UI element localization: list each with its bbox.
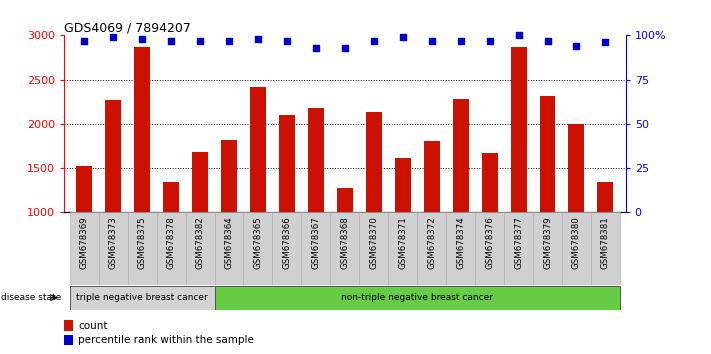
Point <box>397 34 408 40</box>
Bar <box>308 108 324 212</box>
Bar <box>99 212 128 285</box>
Point <box>455 38 466 44</box>
Text: GSM678371: GSM678371 <box>398 216 407 269</box>
Bar <box>221 140 237 212</box>
Point <box>542 38 553 44</box>
Point <box>599 40 611 45</box>
Text: GSM678365: GSM678365 <box>254 216 262 269</box>
Point <box>194 38 205 44</box>
Bar <box>562 212 591 285</box>
Text: GSM678372: GSM678372 <box>427 216 436 269</box>
Bar <box>597 182 614 212</box>
Bar <box>70 212 99 285</box>
Text: GSM678364: GSM678364 <box>225 216 233 269</box>
Text: GSM678370: GSM678370 <box>369 216 378 269</box>
Bar <box>533 212 562 285</box>
Point <box>282 38 293 44</box>
Bar <box>447 212 475 285</box>
Text: GSM678375: GSM678375 <box>138 216 146 269</box>
Bar <box>70 286 215 310</box>
Text: GSM678368: GSM678368 <box>341 216 349 269</box>
Bar <box>105 100 121 212</box>
Point <box>252 36 264 42</box>
Text: percentile rank within the sample: percentile rank within the sample <box>78 335 254 345</box>
Bar <box>156 212 186 285</box>
Bar <box>128 212 156 285</box>
Point <box>166 38 177 44</box>
Text: GSM678381: GSM678381 <box>601 216 610 269</box>
Bar <box>64 320 73 331</box>
Text: GDS4069 / 7894207: GDS4069 / 7894207 <box>64 21 191 34</box>
Bar <box>475 212 504 285</box>
Point <box>484 38 496 44</box>
Text: GSM678377: GSM678377 <box>514 216 523 269</box>
Bar <box>417 212 447 285</box>
Point <box>339 45 351 51</box>
Point <box>426 38 437 44</box>
Bar <box>540 96 555 212</box>
Bar <box>359 212 388 285</box>
Point <box>79 38 90 44</box>
Text: GSM678374: GSM678374 <box>456 216 465 269</box>
Text: GSM678376: GSM678376 <box>485 216 494 269</box>
Bar <box>215 212 243 285</box>
Point <box>571 43 582 49</box>
Bar <box>453 99 469 212</box>
Text: GSM678373: GSM678373 <box>109 216 118 269</box>
Text: GSM678366: GSM678366 <box>282 216 292 269</box>
Point <box>107 34 119 40</box>
Bar <box>388 212 417 285</box>
Bar <box>76 166 92 212</box>
Bar <box>243 212 272 285</box>
Text: GSM678369: GSM678369 <box>80 216 89 269</box>
Bar <box>279 115 295 212</box>
Bar <box>569 124 584 212</box>
Point <box>513 33 524 38</box>
Bar <box>395 158 411 212</box>
Bar <box>64 335 73 345</box>
Text: GSM678379: GSM678379 <box>543 216 552 269</box>
Bar <box>504 212 533 285</box>
Point <box>223 38 235 44</box>
Bar <box>163 182 179 212</box>
Point <box>368 38 380 44</box>
Bar <box>250 87 266 212</box>
Bar <box>424 141 439 212</box>
Text: GSM678380: GSM678380 <box>572 216 581 269</box>
Bar <box>186 212 215 285</box>
Bar <box>366 113 382 212</box>
Text: disease state: disease state <box>1 293 61 302</box>
Bar <box>301 212 331 285</box>
Point <box>137 36 148 42</box>
Bar <box>591 212 620 285</box>
Text: GSM678367: GSM678367 <box>311 216 321 269</box>
Bar <box>337 188 353 212</box>
Bar <box>215 286 620 310</box>
Bar <box>134 47 150 212</box>
Point <box>310 45 321 51</box>
Bar <box>331 212 359 285</box>
Bar <box>272 212 301 285</box>
Text: GSM678378: GSM678378 <box>166 216 176 269</box>
Bar <box>510 47 527 212</box>
Text: GSM678382: GSM678382 <box>196 216 205 269</box>
Text: count: count <box>78 321 107 331</box>
Text: non-triple negative breast cancer: non-triple negative breast cancer <box>341 293 493 302</box>
Text: triple negative breast cancer: triple negative breast cancer <box>76 293 208 302</box>
Bar <box>192 152 208 212</box>
Bar <box>481 153 498 212</box>
